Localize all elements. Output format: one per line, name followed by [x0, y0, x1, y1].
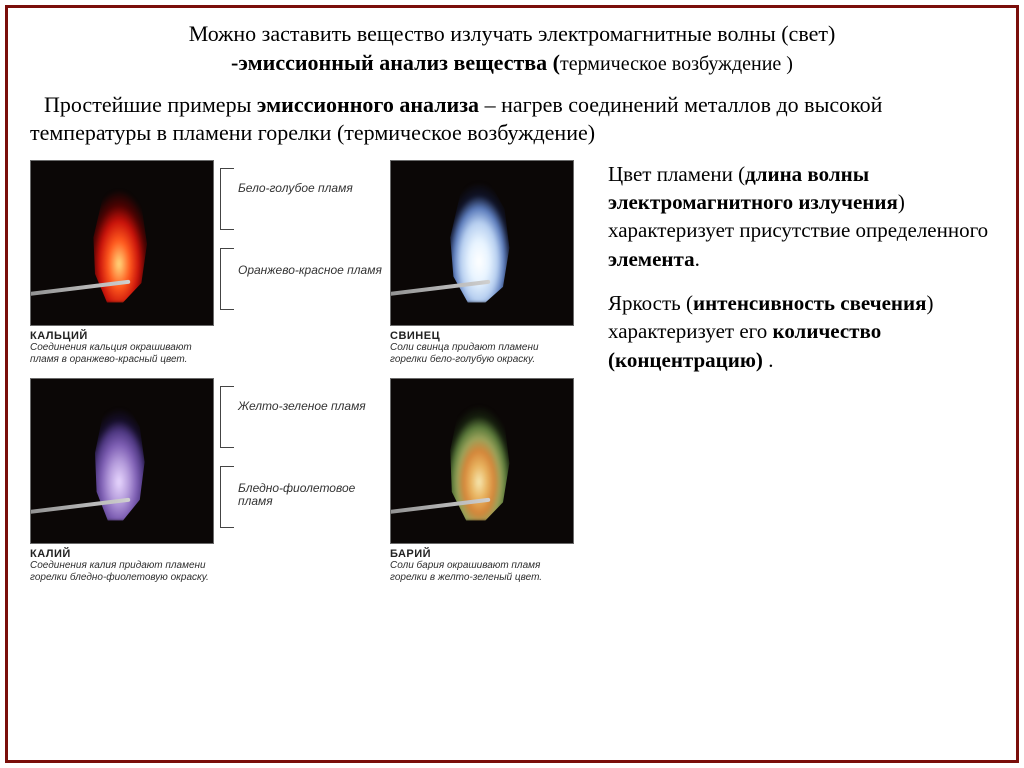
heading-line2-bold: -эмиссионный анализ вещества ( — [231, 50, 560, 75]
slide-heading: Можно заставить вещество излучать электр… — [30, 20, 994, 77]
intro-bold: эмиссионного анализа — [257, 92, 479, 117]
flame-lead-image — [390, 160, 574, 326]
txt: . — [695, 247, 700, 271]
flame-potassium-image — [30, 378, 214, 544]
heading-line2-paren: термическое возбуждение ) — [560, 53, 793, 75]
bracket-icon — [220, 168, 234, 230]
txt-bold: интенсивность свечения — [693, 291, 926, 315]
txt: . — [763, 348, 774, 372]
side-text: Цвет пламени (длина волны электромагнитн… — [608, 160, 994, 596]
grid-row-1: КАЛЬЦИЙ Соединения кальция окрашивают пл… — [30, 160, 590, 366]
caption-potassium: КАЛИЙ Соединения калия придают пламени г… — [30, 548, 214, 584]
bracket-col-2: Желто-зеленое пламя Бледно-фиолетовое пл… — [220, 378, 384, 544]
caption-barium: БАРИЙ Соли бария окрашивают пламя горелк… — [390, 548, 574, 584]
content-row: КАЛЬЦИЙ Соединения кальция окрашивают пл… — [30, 160, 994, 596]
bracket-col-1: Бело-голубое пламя Оранжево-красное плам… — [220, 160, 384, 326]
side-paragraph-1: Цвет пламени (длина волны электромагнитн… — [608, 160, 994, 273]
flame-calcium-image — [30, 160, 214, 326]
element-label: КАЛИЙ — [30, 548, 214, 560]
intro-paragraph: Простейшие примеры эмиссионного анализа … — [30, 91, 994, 147]
bracket-icon — [220, 466, 234, 528]
element-desc: Соединения кальция окрашивают пламя в ор… — [30, 342, 214, 366]
flame-potassium: КАЛИЙ Соединения калия придают пламени г… — [30, 378, 214, 584]
element-desc: Соли бария окрашивают пламя горелки в же… — [390, 560, 574, 584]
txt-bold: элемента — [608, 247, 695, 271]
element-label: БАРИЙ — [390, 548, 574, 560]
intro-pre: Простейшие примеры — [44, 92, 257, 117]
heading-line1: Можно заставить вещество излучать электр… — [189, 21, 836, 46]
flame-barium: БАРИЙ Соли бария окрашивают пламя горелк… — [390, 378, 574, 584]
txt: Цвет пламени ( — [608, 162, 745, 186]
flame-grid: КАЛЬЦИЙ Соединения кальция окрашивают пл… — [30, 160, 590, 596]
element-desc: Соединения калия придают пламени горелки… — [30, 560, 214, 584]
caption-lead: СВИНЕЦ Соли свинца придают пламени горел… — [390, 330, 574, 366]
flame-calcium: КАЛЬЦИЙ Соединения кальция окрашивают пл… — [30, 160, 214, 366]
bracket-icon — [220, 386, 234, 448]
side-paragraph-2: Яркость (интенсивность свечения) характе… — [608, 289, 994, 374]
bracket-label-top: Желто-зеленое пламя — [238, 400, 384, 413]
heading-line2: -эмиссионный анализ вещества (термическо… — [231, 50, 793, 75]
element-label: СВИНЕЦ — [390, 330, 574, 342]
caption-calcium: КАЛЬЦИЙ Соединения кальция окрашивают пл… — [30, 330, 214, 366]
bracket-label-top: Бело-голубое пламя — [238, 182, 384, 195]
bracket-label-bot: Оранжево-красное пламя — [238, 264, 384, 277]
element-desc: Соли свинца придают пламени горелки бело… — [390, 342, 574, 366]
flame-lead: СВИНЕЦ Соли свинца придают пламени горел… — [390, 160, 574, 366]
element-label: КАЛЬЦИЙ — [30, 330, 214, 342]
txt: Яркость ( — [608, 291, 693, 315]
bracket-icon — [220, 248, 234, 310]
flame-barium-image — [390, 378, 574, 544]
bracket-label-bot: Бледно-фиолетовое пламя — [238, 482, 384, 508]
grid-row-2: КАЛИЙ Соединения калия придают пламени г… — [30, 378, 590, 584]
slide-frame: Можно заставить вещество излучать электр… — [5, 5, 1019, 763]
